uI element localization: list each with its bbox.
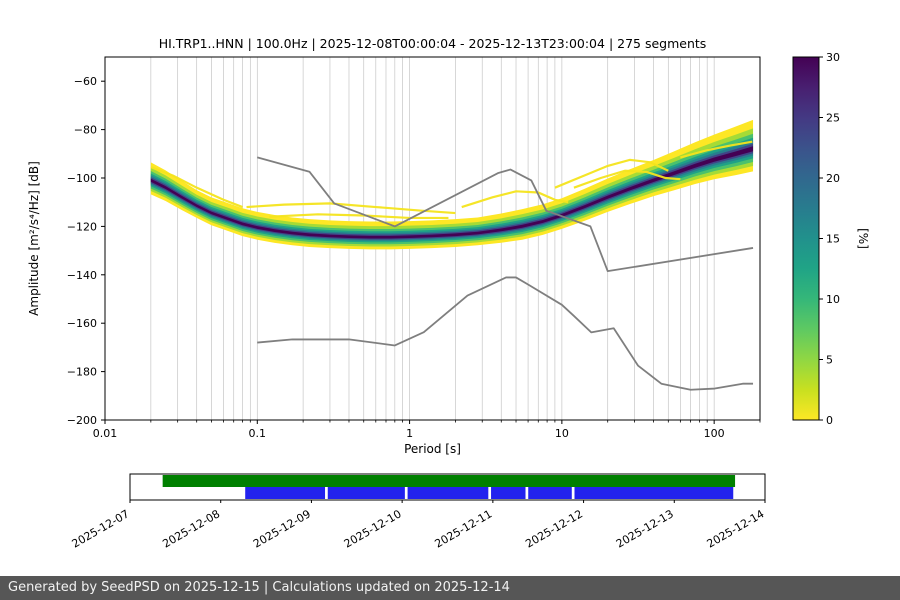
data-coverage-segment: [528, 487, 572, 499]
date-label: 2025-12-12: [523, 507, 585, 550]
x-axis-label: Period [s]: [404, 442, 461, 456]
psd-outlier-curve: [680, 140, 753, 159]
plot-border: [104, 56, 761, 421]
y-axis: −60 −80 −100 −120 −140 −160 −180 −200 Amplitude …: [27, 75, 105, 427]
data-coverage-segment: [407, 487, 489, 499]
x-tick-label: 100: [704, 427, 725, 440]
x-tick-label: 10: [555, 427, 569, 440]
gridlines: [150, 57, 761, 420]
y-tick-label: −80: [74, 124, 97, 137]
colorbar-tick-label: 5: [826, 354, 833, 367]
date-label: 2025-12-13: [614, 507, 676, 550]
data-coverage-segment: [574, 487, 734, 499]
colorbar-label: [%]: [856, 228, 870, 249]
timeline: 2025-12-07 2025-12-08 2025-12-09 2025-12-10…: [70, 473, 767, 551]
colorbar-tick-label: 20: [826, 172, 840, 185]
colorbar-tick-label: 15: [826, 233, 840, 246]
y-tick-label: −100: [67, 172, 97, 185]
data-coverage-segment: [327, 487, 405, 499]
colorbar-tick-label: 10: [826, 293, 840, 306]
y-tick-label: −160: [67, 317, 97, 330]
y-tick-label: −60: [74, 75, 97, 88]
date-label: 2025-12-08: [160, 507, 222, 550]
y-axis-label: Amplitude [m²/s⁴/Hz] [dB]: [27, 161, 41, 316]
date-label: 2025-12-10: [342, 507, 404, 550]
status-text: Generated by SeedPSD on 2025-12-15 | Cal…: [8, 580, 510, 595]
psd-outlier-curve: [554, 158, 669, 189]
ppsd-histogram: [150, 119, 754, 250]
x-tick-label: 1: [406, 427, 413, 440]
date-label: 2025-12-07: [70, 507, 132, 550]
ppsd-density-layer: [150, 140, 754, 241]
psd-outlier-curve: [573, 169, 681, 189]
psd-outlier-curve: [461, 190, 569, 209]
x-axis: 0.01 0.1 1 10 100 Period [s]: [93, 420, 761, 456]
data-coverage-segment: [491, 487, 526, 499]
colorbar: 0 5 10 15 20 25 30 [%]: [792, 51, 870, 427]
date-label: 2025-12-14: [705, 507, 767, 550]
y-tick-label: −200: [67, 414, 97, 427]
noise-model-high-line: [257, 156, 754, 273]
chart-title: HI.TRP1..HNN | 100.0Hz | 2025-12-08T00:0…: [158, 36, 707, 51]
status-bar: Generated by SeedPSD on 2025-12-15 | Cal…: [0, 576, 900, 600]
date-label: 2025-12-11: [432, 507, 494, 550]
x-tick-label: 0.1: [249, 427, 267, 440]
station-epoch-segment: [162, 475, 736, 487]
colorbar-tick-label: 25: [826, 112, 840, 125]
x-tick-label: 0.01: [93, 427, 118, 440]
colorbar-gradient: [793, 57, 819, 420]
data-coverage-segment: [245, 487, 326, 499]
noise-model-low-line: [257, 276, 754, 391]
colorbar-tick-label: 30: [826, 51, 840, 64]
psd-outlier-curve: [246, 202, 456, 215]
y-tick-label: −180: [67, 366, 97, 379]
date-label: 2025-12-09: [251, 507, 313, 550]
psd-outlier-curve: [150, 166, 243, 209]
colorbar-tick-label: 0: [826, 414, 833, 427]
y-tick-label: −140: [67, 269, 97, 282]
y-tick-label: −120: [67, 220, 97, 233]
